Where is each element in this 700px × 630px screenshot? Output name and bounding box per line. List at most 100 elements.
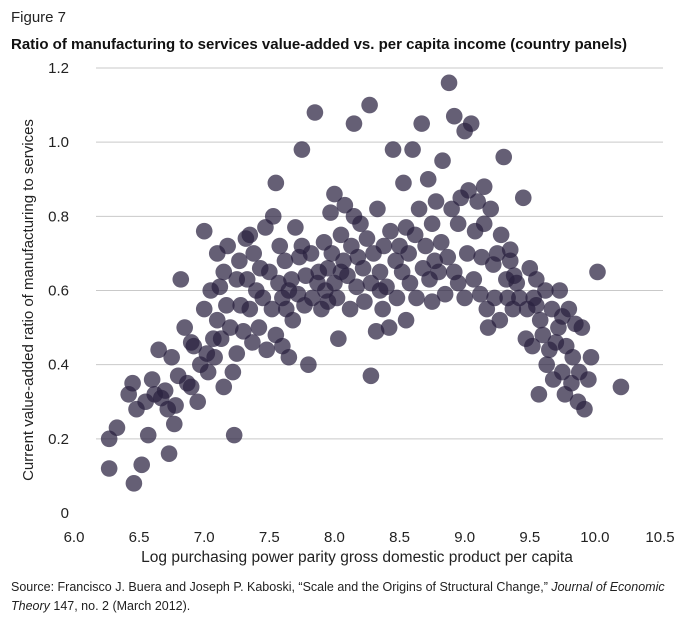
y-tick-label: 0.4 [48,357,69,374]
source-note: Source: Francisco J. Buera and Joseph P.… [11,578,691,616]
y-tick-label: 0.6 [48,283,69,300]
data-point [215,263,233,281]
data-point [430,263,447,281]
data-point [436,285,454,303]
data-point [172,271,190,288]
data-point [241,226,259,244]
x-tick-label: 10.5 [645,529,674,546]
data-point [375,237,393,255]
data-point [524,337,541,355]
data-point [527,271,545,288]
data-point [491,311,509,329]
data-point [408,289,425,307]
data-point [167,397,184,414]
data-point [514,189,532,207]
data-point [293,237,311,255]
data-point [221,319,239,336]
data-point [471,285,489,303]
data-point [228,345,246,362]
data-point [319,293,337,310]
data-point [108,419,126,437]
data-point [330,330,347,348]
data-point [189,393,207,411]
data-point [400,245,417,262]
data-point [475,178,493,195]
y-tick-label: 0.2 [48,431,69,448]
x-tick-labels: 6.0 6.5 7.0 7.5 8.0 8.5 9.0 9.5 10.0 10.5 [64,529,675,546]
data-point [176,319,193,336]
source-journal: Journal of Economic Theory [11,580,665,613]
data-point [369,200,386,218]
data-point [475,215,493,233]
y-tick-labels: 0 0.2 0.4 0.6 0.8 1.0 1.2 [48,60,69,522]
data-point [182,334,200,351]
data-point [423,293,441,310]
data-point [263,300,281,318]
data-point [211,278,229,296]
data-point [404,141,421,158]
data-point [419,170,437,188]
figure-label: Figure 7 [11,9,67,26]
data-point [182,378,200,396]
data-point [356,293,373,310]
data-point [527,297,545,314]
data-point [397,311,415,329]
data-point [564,348,582,366]
data-point [458,245,476,262]
data-point [371,263,389,281]
x-tick-label: 7.0 [194,529,215,546]
data-point [537,282,554,299]
data-point [486,289,503,307]
data-point [332,226,350,244]
data-point [465,271,483,288]
data-point [612,378,630,396]
data-point [530,386,548,403]
data-point [258,341,276,359]
data-point [150,341,167,359]
data-point [397,219,415,236]
data-point [261,263,278,281]
data-point [160,445,178,462]
data-point [449,274,467,292]
data-point [380,319,398,336]
data-point [354,259,372,277]
gridlines [96,67,663,440]
data-point [462,115,480,132]
data-point [238,271,256,288]
data-point [225,426,243,444]
data-point [362,367,380,385]
data-point [488,245,506,262]
data-point [538,356,556,373]
x-tick-label: 8.5 [389,529,410,546]
x-tick-label: 9.0 [454,529,475,546]
data-point [501,241,519,259]
data-point [456,289,473,307]
data-point [215,378,233,396]
y-axis-label: Current value-added ratio of manufacturi… [20,119,37,481]
x-tick-label: 9.5 [519,529,540,546]
data-point [449,215,467,233]
data-point [287,219,304,236]
data-point [492,226,510,244]
data-point [554,363,571,381]
data-point [413,115,430,132]
data-point [345,115,363,132]
data-point [401,274,419,292]
data-point [348,278,365,296]
data-point [224,363,242,381]
x-tick-label: 8.0 [324,529,345,546]
data-point [124,374,141,392]
y-tick-label: 1.0 [48,134,69,151]
data-point [434,152,451,170]
data-point [139,426,157,444]
data-point [336,196,354,214]
data-point [388,289,406,307]
data-point [165,415,183,433]
data-point [219,237,236,255]
data-point [384,141,402,158]
data-point [374,300,391,318]
data-point [551,282,569,299]
data-point [100,460,118,477]
data-point [156,382,174,399]
data-point [582,348,600,366]
